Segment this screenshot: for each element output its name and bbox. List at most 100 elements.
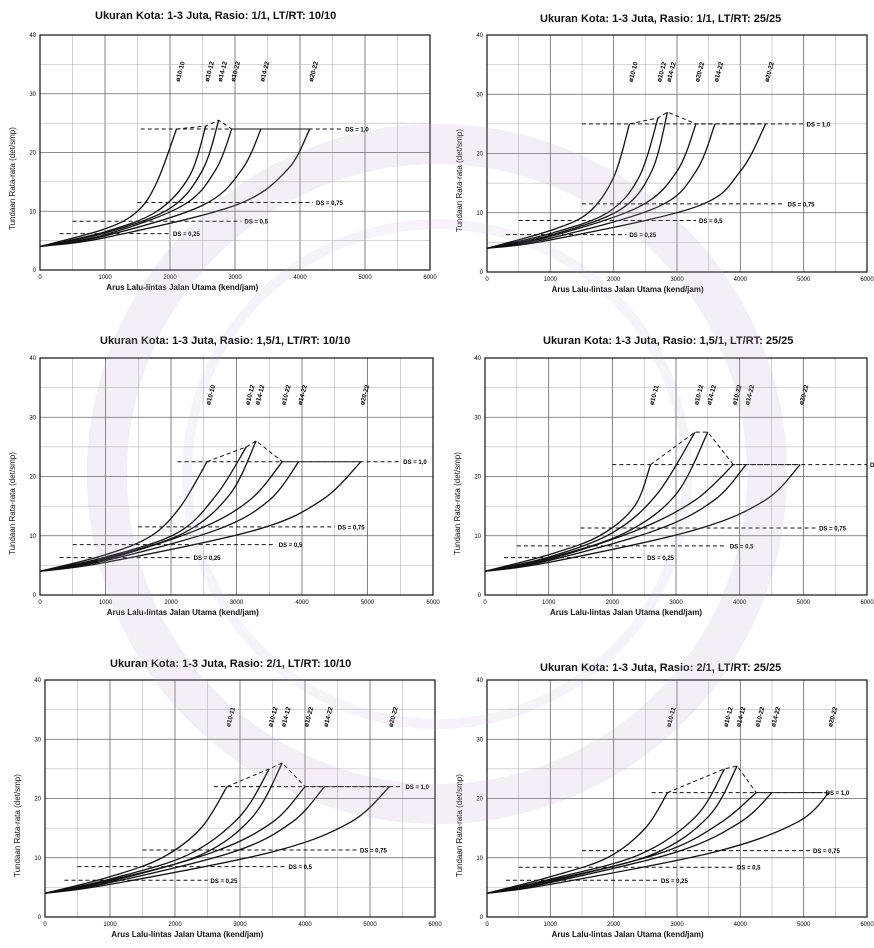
ds-label: DS = 1,0	[826, 791, 850, 797]
series-line	[44, 762, 283, 894]
chart-title: Ukuran Kota: 1-3 Juta, Rasio: 1,5/1, LT/…	[100, 335, 351, 347]
ds-label: DS = 0,5	[730, 544, 754, 550]
x-tick-label: 5000	[361, 600, 375, 606]
y-tick-label: 10	[29, 534, 36, 540]
series-label: ø10-22	[281, 384, 293, 406]
y-axis-label: Tundaan Rata-rata (det/smp)	[13, 774, 22, 877]
series-label: ø20-22	[308, 60, 320, 82]
ds-label: DS = 0,75	[813, 849, 841, 855]
y-tick-label: 10	[476, 211, 483, 217]
y-tick-label: 40	[476, 678, 483, 684]
ds-label: DS = 0,25	[173, 232, 201, 238]
series-label: ø10-22	[754, 706, 766, 728]
x-tick-label: 5000	[797, 600, 811, 606]
y-tick-label: 20	[29, 475, 36, 481]
series-line	[486, 123, 697, 249]
y-tick-label: 40	[476, 33, 483, 39]
series-label: ø20-22	[764, 61, 776, 83]
ds-label: DS = 0,75	[819, 527, 847, 533]
chart-title: Ukuran Kota: 1-3 Juta, Rasio: 1/1, LT/RT…	[540, 13, 782, 25]
ds-label: DS = 0,5	[245, 220, 269, 226]
x-tick-label: 6000	[860, 277, 874, 283]
series-line	[486, 111, 669, 249]
y-tick-label: 0	[33, 268, 37, 274]
series-label: ø14-12	[217, 60, 229, 82]
x-tick-label: 3000	[670, 277, 684, 283]
series-label: ø20-22	[694, 61, 706, 83]
series-label: ø10-22	[731, 384, 743, 406]
ds-label: DS = 0,5	[699, 219, 723, 225]
series-line	[486, 792, 757, 894]
ds-label: DS = 0,75	[788, 202, 816, 208]
series-line	[484, 431, 709, 572]
x-axis-label: Arus Lalu-lintas Jalan Utama (kend/jam)	[549, 608, 702, 617]
x-tick-label: 6000	[428, 922, 442, 928]
ds-label: DS = 1,0	[807, 122, 831, 128]
series-label: ø14-22	[744, 384, 756, 406]
y-tick-label: 10	[34, 856, 41, 862]
x-tick-label: 2000	[163, 275, 177, 281]
series-line	[39, 461, 300, 572]
x-tick-label: 0	[38, 275, 42, 281]
series-line	[486, 117, 659, 249]
ds-label: DS = 0,75	[338, 525, 366, 531]
y-tick-label: 40	[474, 356, 481, 362]
y-tick-label: 30	[476, 737, 483, 743]
y-tick-label: 10	[29, 209, 36, 215]
series-line	[44, 786, 390, 894]
x-tick-label: 0	[38, 600, 42, 606]
plot-frame	[486, 679, 868, 918]
series-label: ø14-22	[259, 60, 271, 82]
x-tick-label: 0	[485, 277, 489, 283]
series-line	[486, 123, 631, 249]
series-label: ø14-22	[323, 706, 335, 728]
series-line	[484, 464, 734, 572]
plot-frame	[39, 357, 434, 596]
y-axis-label: Tundaan Rata-rata (det/smp)	[8, 127, 17, 230]
x-tick-label: 1000	[103, 922, 117, 928]
x-tick-label: 5000	[358, 275, 372, 281]
series-label: ø10-22	[230, 60, 242, 82]
ds-label: DS = 0,25	[194, 556, 222, 562]
x-tick-label: 4000	[734, 922, 748, 928]
x-tick-label: 4000	[298, 922, 312, 928]
y-tick-label: 0	[38, 915, 42, 921]
y-axis-label: Tundaan Rata-rata (det/smp)	[8, 452, 17, 555]
series-label: ø10-12	[204, 60, 216, 82]
ds-label: DS = 1,0	[403, 460, 427, 466]
plot-frame	[484, 357, 868, 596]
series-line	[484, 464, 747, 572]
ds-label: DS = 1,0	[870, 463, 874, 469]
series-label: ø14-22	[713, 61, 725, 83]
capacity-envelope	[650, 431, 801, 466]
chart-title: Ukuran Kota: 1-3 Juta, Rasio: 1/1, LT/RT…	[95, 10, 337, 22]
y-tick-label: 20	[34, 797, 41, 803]
x-tick-label: 1000	[98, 275, 112, 281]
capacity-envelope	[629, 111, 766, 125]
x-tick-label: 5000	[797, 922, 811, 928]
x-axis-label: Arus Lalu-lintas Jalan Utama (kend/jam)	[551, 930, 704, 939]
ds-label: DS = 0,25	[211, 879, 239, 885]
series-label: ø10-12	[723, 706, 735, 728]
chart-plot: 0 1000 2000 3000 4000 5000 6000 0 10 20 30 40 DS = 1…	[29, 33, 437, 281]
series-line	[39, 440, 257, 572]
chart-title: Ukuran Kota: 1-3 Juta, Rasio: 1,5/1, LT/…	[543, 335, 794, 347]
series-label: ø10-10	[205, 384, 217, 406]
series-line	[39, 128, 262, 248]
x-tick-label: 0	[485, 922, 489, 928]
x-tick-label: 4000	[733, 600, 747, 606]
chart-plot: 0 1000 2000 3000 4000 5000 6000 0 10 20 30 40 DS = 1…	[29, 356, 440, 606]
ds-label: DS = 0,5	[289, 865, 313, 871]
series-label: ø20-22	[798, 384, 810, 406]
series-label: ø20-22	[827, 706, 839, 728]
x-tick-label: 2000	[168, 922, 182, 928]
series-line	[44, 786, 228, 894]
x-tick-label: 1000	[544, 922, 558, 928]
y-tick-label: 20	[476, 152, 483, 158]
x-tick-label: 3000	[228, 275, 242, 281]
chart-title: Ukuran Kota: 1-3 Juta, Rasio: 2/1, LT/RT…	[110, 658, 352, 670]
series-line	[44, 786, 306, 894]
y-tick-label: 30	[29, 92, 36, 98]
x-tick-label: 4000	[293, 275, 307, 281]
